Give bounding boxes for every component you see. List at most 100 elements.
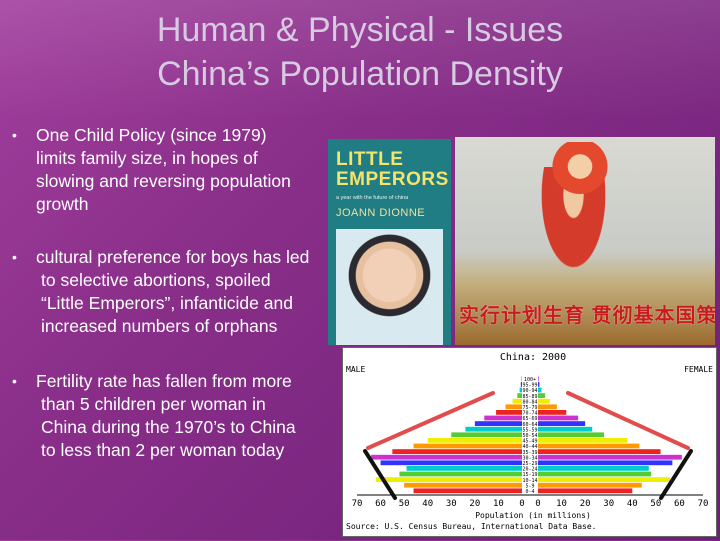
male-bar-0-4 [414, 488, 522, 493]
male-bar-50-54 [451, 432, 522, 437]
x-tick-label: 70 [698, 499, 709, 509]
book-cover-image: LITTLE EMPERORS a year with the future o… [328, 139, 451, 345]
population-pyramid-svg: China: 2000 MALE FEMALE Population (in m… [343, 348, 716, 536]
female-bar-40-44 [538, 444, 639, 449]
age-label: 20-24 [522, 467, 537, 473]
female-bar-60-64 [538, 421, 585, 426]
age-label: 15-19 [522, 472, 537, 478]
x-tick-label: 0 [519, 499, 524, 509]
slide-title: Human & Physical - Issues China’s Popula… [0, 8, 720, 96]
male-bar-85-89 [517, 393, 522, 398]
age-label: 30-34 [522, 455, 537, 461]
bullet-cultural-preference: • cultural preference for boys has led t… [10, 246, 310, 338]
book-author: JOANN DIONNE [336, 207, 425, 219]
male-bar-25-29 [381, 460, 522, 465]
male-bar-45-49 [428, 438, 522, 443]
x-tick-label: 40 [627, 499, 638, 509]
chart-title: China: 2000 [500, 352, 566, 363]
female-bar-100+ [538, 376, 539, 381]
x-tick-label: 10 [493, 499, 504, 509]
x-tick-label: 70 [352, 499, 363, 509]
bullet-text: One Child Policy (since 1979) limits fam… [36, 125, 291, 214]
age-label: 55-59 [522, 427, 537, 433]
bullet-one-child-policy: • One Child Policy (since 1979) limits f… [10, 124, 310, 216]
age-label: 5-9 [525, 483, 534, 489]
female-bar-75-79 [538, 404, 557, 409]
male-bar-65-69 [484, 416, 522, 421]
boy-photo [336, 229, 443, 345]
age-label: 65-69 [522, 416, 537, 422]
male-bar-15-19 [399, 472, 522, 477]
male-bar-55-59 [465, 427, 522, 432]
female-bar-80-84 [538, 399, 550, 404]
female-bar-50-54 [538, 432, 604, 437]
female-bar-55-59 [538, 427, 592, 432]
age-label: 50-54 [522, 433, 537, 439]
source-note: Source: U.S. Census Bureau, Internationa… [346, 522, 596, 531]
x-tick-label: 60 [674, 499, 685, 509]
x-tick-label: 30 [603, 499, 614, 509]
x-tick-label: 20 [580, 499, 591, 509]
age-label: 10-14 [522, 478, 537, 484]
title-line-1: Human & Physical - Issues [0, 8, 720, 52]
population-pyramid-chart: China: 2000 MALE FEMALE Population (in m… [342, 347, 717, 537]
male-bar-70-74 [496, 410, 522, 415]
male-bar-30-34 [371, 455, 522, 460]
age-label: 90-94 [522, 388, 537, 394]
x-tick-label: 0 [535, 499, 540, 509]
male-bar-35-39 [392, 449, 522, 454]
age-label: 35-39 [522, 450, 537, 456]
bullet-dot: • [12, 370, 17, 393]
female-bar-35-39 [538, 449, 661, 454]
age-label: 80-84 [522, 399, 537, 405]
book-title-line-1: LITTLE [336, 149, 403, 171]
x-tick-label: 20 [469, 499, 480, 509]
female-bar-30-34 [538, 455, 682, 460]
bullet-text: Fertility rate has fallen from more than… [36, 370, 310, 462]
age-label: 75-79 [522, 405, 537, 411]
x-tick-label: 10 [556, 499, 567, 509]
age-label: 85-89 [522, 394, 537, 400]
female-bar-25-29 [538, 460, 672, 465]
age-label: 0-4 [525, 489, 534, 495]
age-label: 70-74 [522, 411, 537, 417]
child-figure [550, 142, 610, 212]
male-bar-5-9 [404, 483, 522, 488]
book-subtitle: a year with the future of china [336, 195, 408, 201]
female-bar-65-69 [538, 416, 578, 421]
x-tick-label: 50 [399, 499, 410, 509]
bullet-dot: • [12, 124, 17, 147]
age-label: 60-64 [522, 422, 537, 428]
x-tick-label: 30 [446, 499, 457, 509]
bullet-text: cultural preference for boys has led to … [36, 246, 310, 338]
male-label: MALE [346, 365, 365, 374]
female-bar-0-4 [538, 488, 632, 493]
male-bar-60-64 [475, 421, 522, 426]
female-bar-5-9 [538, 483, 642, 488]
x-axis-label: Population (in millions) [475, 511, 591, 520]
bullet-fertility-rate: • Fertility rate has fallen from more th… [10, 370, 310, 462]
x-tick-label: 60 [375, 499, 386, 509]
age-label: 100+ [524, 377, 536, 383]
book-title-line-2: EMPERORS [336, 169, 449, 191]
male-bar-75-79 [506, 404, 523, 409]
age-label: 40-44 [522, 444, 537, 450]
male-bar-80-84 [513, 399, 522, 404]
female-bar-95-99 [538, 382, 539, 387]
female-bar-10-14 [538, 477, 670, 482]
male-bar-20-24 [407, 466, 523, 471]
male-bar-40-44 [414, 444, 522, 449]
age-label: 45-49 [522, 439, 537, 445]
female-bar-85-89 [538, 393, 545, 398]
title-line-2: China’s Population Density [0, 52, 720, 96]
female-label: FEMALE [684, 365, 713, 374]
propaganda-poster-image: 实行计划生育 贯彻基本国策 [455, 137, 715, 345]
poster-slogan: 实行计划生育 贯彻基本国策 [459, 299, 711, 328]
bullet-list: • One Child Policy (since 1979) limits f… [10, 124, 310, 496]
bullet-dot: • [12, 246, 17, 269]
female-bar-15-19 [538, 472, 651, 477]
x-tick-label: 50 [650, 499, 661, 509]
male-bar-10-14 [376, 477, 522, 482]
female-bar-45-49 [538, 438, 628, 443]
female-bar-20-24 [538, 466, 649, 471]
